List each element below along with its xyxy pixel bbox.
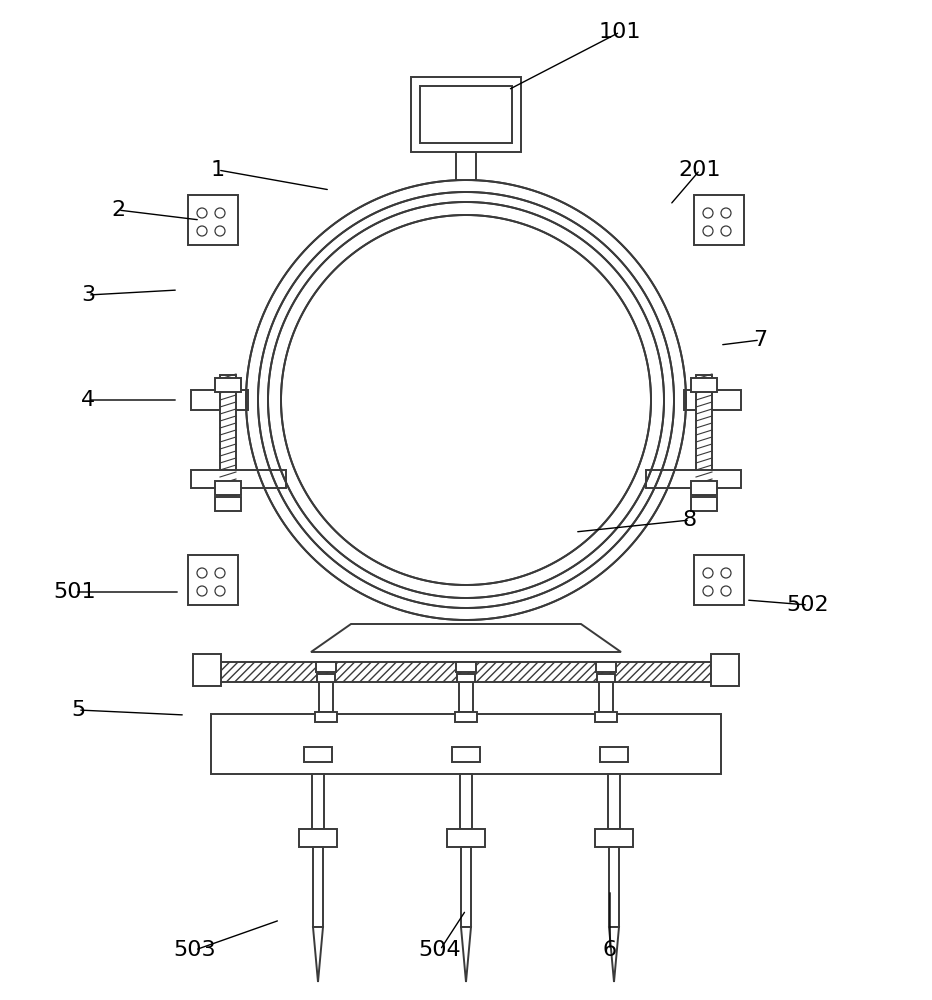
Circle shape — [721, 568, 731, 578]
Text: 3: 3 — [81, 285, 95, 305]
Bar — [455, 712, 477, 722]
Circle shape — [197, 586, 207, 596]
Circle shape — [721, 586, 731, 596]
Bar — [215, 481, 241, 495]
Circle shape — [721, 226, 731, 236]
Bar — [215, 378, 241, 392]
Bar — [313, 847, 323, 927]
Bar — [420, 86, 512, 143]
Circle shape — [197, 568, 207, 578]
Polygon shape — [461, 927, 471, 982]
Bar — [316, 662, 336, 672]
Bar — [312, 774, 324, 829]
Bar — [596, 662, 616, 672]
Bar — [456, 152, 476, 180]
Text: 7: 7 — [753, 330, 767, 350]
Bar — [447, 829, 485, 847]
Bar — [459, 682, 473, 712]
Bar — [460, 774, 472, 829]
Bar — [193, 654, 221, 686]
Bar — [608, 774, 620, 829]
Circle shape — [703, 568, 713, 578]
Bar — [304, 747, 332, 762]
Text: 4: 4 — [81, 390, 95, 410]
Bar — [215, 497, 241, 511]
Bar — [694, 555, 744, 605]
Bar — [452, 747, 480, 762]
Text: 503: 503 — [173, 940, 216, 960]
Bar — [299, 829, 337, 847]
Bar — [191, 470, 286, 488]
Bar — [220, 375, 236, 495]
Text: 6: 6 — [603, 940, 617, 960]
Polygon shape — [311, 624, 621, 652]
Bar — [188, 195, 238, 245]
Bar — [711, 654, 739, 686]
Circle shape — [197, 226, 207, 236]
Bar — [595, 712, 617, 722]
Text: 101: 101 — [598, 22, 641, 42]
Circle shape — [721, 208, 731, 218]
Bar — [597, 674, 615, 682]
Bar — [315, 712, 337, 722]
Bar — [461, 847, 471, 927]
Bar — [188, 555, 238, 605]
Bar — [319, 682, 333, 712]
Text: 501: 501 — [54, 582, 96, 602]
Bar — [691, 497, 717, 511]
Bar — [211, 714, 721, 774]
Bar — [317, 674, 335, 682]
Bar — [691, 378, 717, 392]
Bar — [694, 195, 744, 245]
Bar — [691, 481, 717, 495]
Circle shape — [215, 568, 225, 578]
Polygon shape — [313, 927, 323, 982]
Circle shape — [215, 208, 225, 218]
Bar — [411, 77, 521, 152]
Circle shape — [215, 226, 225, 236]
Bar — [221, 662, 711, 682]
Text: 201: 201 — [678, 160, 721, 180]
Bar — [456, 662, 476, 672]
Bar — [457, 674, 475, 682]
Bar — [684, 390, 741, 410]
Bar — [600, 747, 628, 762]
Circle shape — [703, 208, 713, 218]
Bar — [696, 375, 712, 495]
Bar — [191, 390, 248, 410]
Bar — [599, 682, 613, 712]
Text: 504: 504 — [418, 940, 461, 960]
Bar — [609, 847, 619, 927]
Bar — [646, 470, 741, 488]
Circle shape — [197, 208, 207, 218]
Circle shape — [703, 586, 713, 596]
Text: 1: 1 — [211, 160, 225, 180]
Text: 502: 502 — [787, 595, 829, 615]
Bar — [595, 829, 633, 847]
Polygon shape — [609, 927, 619, 982]
Circle shape — [703, 226, 713, 236]
Text: 8: 8 — [683, 510, 697, 530]
Circle shape — [215, 586, 225, 596]
Text: 5: 5 — [71, 700, 85, 720]
Text: 2: 2 — [111, 200, 125, 220]
